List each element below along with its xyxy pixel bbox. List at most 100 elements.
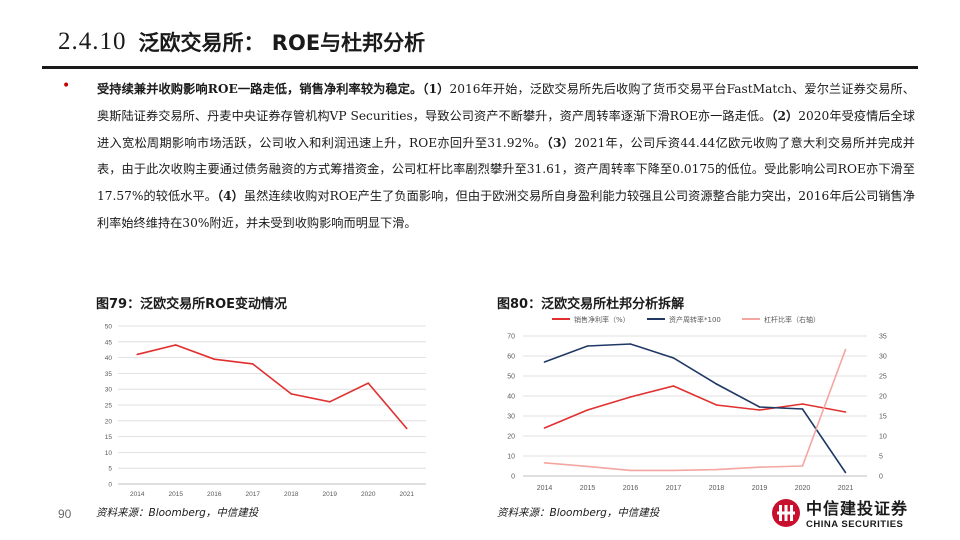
right-y-tick-label: 35 (879, 334, 887, 341)
x-tick-label: 2020 (361, 491, 376, 498)
roe-data-point (213, 358, 216, 360)
logo-chinese-name: 中信建投证券 (806, 499, 909, 518)
net-margin-data-point (672, 385, 675, 387)
bullet-icon: • (62, 78, 71, 94)
asset-turnover-data-point (801, 408, 804, 410)
asset-turnover-series-line (544, 343, 847, 473)
x-tick-label: 2015 (169, 491, 184, 498)
x-tick-label: 2019 (752, 485, 768, 492)
right-y-tick-label: 5 (879, 454, 883, 461)
net-margin-data-point (586, 409, 589, 411)
left-y-tick-label: 40 (507, 394, 515, 401)
asset-turnover-legend-label: 资产周转率*100 (669, 315, 721, 324)
roe-series-line (137, 344, 408, 429)
point-2-label: （2） (771, 108, 799, 123)
header: 2.4.10 泛欧交易所： ROE与杜邦分析 (58, 22, 425, 62)
left-y-tick-label: 10 (507, 454, 515, 461)
point-4-text: 虽然连续收购对ROE产生了负面影响，但由于欧洲交易所自身盈利能力较强且公司资源整… (97, 189, 915, 230)
company-logo: 中信建投证券 CHINA SECURITIES (770, 495, 908, 530)
leverage-data-point (758, 466, 761, 468)
net-margin-data-point (629, 396, 632, 398)
leverage-data-point (586, 465, 589, 468)
leverage-data-point (715, 468, 718, 471)
leverage-legend-label: 杠杆比率（右轴） (764, 315, 820, 324)
point-1-text: 2016年开始，泛欧交易所先后收购了货币交易平台FastMatch、爱尔兰证券交… (97, 82, 915, 123)
right-y-tick-label: 30 (879, 354, 887, 361)
net-margin-data-point (844, 411, 847, 413)
y-tick-label: 40 (105, 355, 113, 362)
x-tick-label: 2021 (838, 485, 854, 492)
x-tick-label: 2018 (709, 485, 725, 492)
right-y-tick-label: 15 (879, 414, 887, 421)
asset-turnover-data-point (715, 383, 718, 385)
y-tick-label: 30 (105, 387, 113, 394)
net-margin-series-line (544, 385, 846, 429)
y-tick-label: 10 (105, 450, 113, 457)
asset-turnover-data-point (844, 471, 847, 474)
leverage-data-point (844, 348, 847, 351)
y-tick-label: 45 (105, 339, 113, 346)
left-y-tick-label: 60 (507, 354, 515, 361)
figure-80-title: 图80：泛欧交易所杜邦分析拆解 (497, 297, 685, 312)
page-number: 90 (58, 507, 72, 521)
point-3-text: 2021年，公司斥资44.44亿欧元收购了意大利交易所并完成并表，由于此次收购主… (97, 135, 915, 204)
point-3-label: （3） (546, 135, 575, 150)
x-tick-label: 2014 (537, 485, 553, 492)
x-tick-label: 2014 (130, 491, 145, 498)
roe-data-point (405, 427, 408, 430)
net-margin-data-point (758, 409, 761, 411)
right-y-tick-label: 0 (879, 474, 883, 481)
point-1-label: （1） (422, 82, 450, 96)
asset-turnover-data-point (672, 357, 675, 359)
roe-data-point (251, 363, 254, 365)
body-paragraph: 受持续兼并收购影响ROE一路走低，销售净利率较为稳定。（1）2016年开始，泛欧… (97, 76, 915, 237)
roe-data-point (136, 353, 139, 356)
roe-data-point (290, 393, 293, 395)
leverage-series-line (544, 349, 847, 472)
y-tick-label: 20 (105, 418, 113, 425)
net-margin-data-point (801, 403, 804, 405)
leverage-data-point (543, 462, 546, 464)
left-y-tick-label: 30 (507, 414, 515, 421)
x-tick-label: 2017 (666, 485, 682, 492)
page-title: 泛欧交易所： ROE与杜邦分析 (138, 31, 426, 55)
leverage-data-point (629, 469, 632, 472)
x-tick-label: 2020 (795, 485, 811, 492)
right-y-tick-label: 25 (879, 374, 887, 381)
left-y-tick-label: 70 (507, 334, 515, 341)
y-tick-label: 50 (105, 324, 113, 331)
point-2-text: 2020年受疫情后全球进入宽松周期影响市场活跃，公司收入和利润迅速上升，ROE亦… (97, 108, 915, 150)
y-tick-label: 15 (105, 434, 113, 441)
roe-data-point (328, 401, 331, 403)
roe-chart: 0 5 10 15 20 25 30 35 40 45 50 2014 2015 2016 2017 2018… (105, 324, 426, 498)
y-tick-label: 35 (105, 371, 113, 378)
leverage-data-point (672, 469, 675, 472)
left-y-tick-label: 0 (511, 474, 515, 481)
lead-sentence: 受持续兼并收购影响ROE一路走低，销售净利率较为稳定。 (97, 82, 423, 96)
roe-data-point (174, 344, 177, 346)
net-margin-data-point (715, 404, 718, 406)
figure-80-source: 资料来源：Bloomberg，中信建投 (497, 507, 660, 519)
logo-mark-icon (772, 498, 800, 527)
left-y-tick-label: 50 (507, 374, 515, 381)
section-number: 2.4.10 (58, 28, 127, 55)
leverage-data-point (801, 465, 804, 467)
right-y-tick-label: 20 (879, 394, 887, 401)
x-tick-label: 2018 (284, 491, 299, 498)
x-tick-label: 2017 (246, 491, 261, 498)
right-y-tick-label: 10 (879, 434, 887, 441)
x-tick-label: 2016 (207, 491, 222, 498)
figure-79-title: 图79：泛欧交易所ROE变动情况 (96, 297, 288, 312)
asset-turnover-data-point (586, 345, 589, 347)
point-4-label: （4） (216, 189, 244, 204)
asset-turnover-data-point (629, 343, 632, 345)
figure-79-source: 资料来源：Bloomberg，中信建投 (96, 507, 259, 519)
x-tick-label: 2021 (400, 491, 415, 498)
x-tick-label: 2015 (580, 485, 596, 492)
y-tick-label: 25 (105, 403, 113, 410)
logo-english-name: CHINA SECURITIES (806, 519, 904, 530)
y-tick-label: 5 (108, 466, 112, 473)
net-margin-data-point (543, 427, 546, 429)
net-margin-legend-label: 销售净利率（%） (574, 315, 630, 324)
dupont-chart: 0 10 20 30 40 50 60 70 0 5 10 15 20 25 30 35 2014 2015 201… (507, 315, 887, 492)
